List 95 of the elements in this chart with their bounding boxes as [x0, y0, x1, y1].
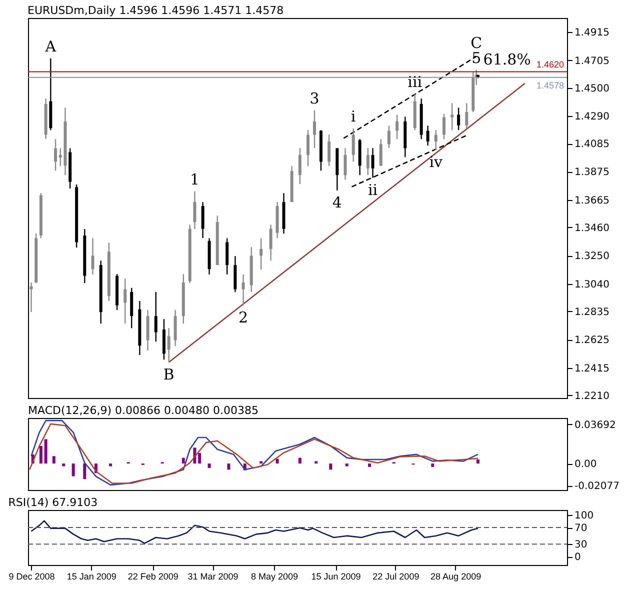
candlestick	[371, 148, 374, 178]
annotation: B	[163, 365, 174, 384]
bar	[182, 458, 185, 464]
candlestick	[54, 138, 58, 172]
y-tick-label: -0.02077	[574, 481, 620, 492]
candlestick	[465, 102, 468, 129]
bar	[345, 464, 348, 466]
bar	[52, 456, 56, 464]
ref-line-label: 1.4620	[536, 60, 564, 70]
bar	[260, 461, 263, 464]
y-tick-label: 1.4290	[574, 112, 610, 123]
bar	[44, 439, 48, 464]
candlestick	[193, 190, 196, 230]
candlestick	[124, 278, 127, 324]
bar	[431, 464, 434, 467]
annotation: iii	[408, 73, 422, 92]
bar	[476, 460, 480, 464]
y-tick-label: 30	[574, 540, 588, 551]
candlestick	[312, 110, 316, 149]
chart-title: MACD(12,26,9) 0.00866 0.00480 0.00385	[28, 404, 258, 417]
bar	[198, 452, 202, 464]
candlestick	[396, 114, 399, 140]
y-tick-label: 0.03692	[574, 420, 616, 431]
bar	[276, 458, 279, 464]
bar	[298, 458, 302, 464]
candlestick	[328, 134, 331, 167]
annotation: i	[350, 107, 356, 126]
y-tick-label: 0	[574, 552, 581, 564]
x-tick-label: 8 May 2009	[251, 572, 298, 582]
ref-line-label: 1.4578	[536, 80, 564, 90]
y-tick-label: 1.3250	[574, 251, 610, 262]
y-tick-label: 0.00	[574, 459, 597, 470]
x-tick-label: 15 Jan 2009	[66, 572, 116, 582]
x-tick-label: 22 Jul 2009	[372, 572, 420, 582]
y-tick-label: 1.2835	[574, 306, 610, 318]
candlestick	[269, 224, 272, 262]
annotation: iv	[429, 152, 444, 171]
x-tick-label: 22 Feb 2009	[128, 572, 178, 582]
candlestick	[306, 130, 310, 167]
annotation: 61.8%	[483, 50, 531, 69]
bar	[83, 464, 86, 480]
bar	[109, 464, 112, 466]
candlestick	[450, 102, 454, 131]
annotation: 3	[310, 89, 320, 108]
candlestick	[201, 201, 204, 239]
line-series	[30, 520, 479, 544]
y-tick-label: 1.2625	[574, 335, 610, 346]
candlestick	[344, 148, 347, 180]
bar	[368, 464, 372, 467]
candlestick	[387, 125, 390, 149]
candlestick	[379, 138, 382, 167]
y-tick-label: 1.2415	[574, 363, 610, 374]
candlestick	[434, 130, 438, 151]
annotation: ii	[368, 180, 378, 199]
candlestick	[242, 274, 245, 306]
y-tick-label: 1.4085	[574, 139, 610, 150]
bar	[208, 464, 211, 468]
y-tick-label: 70	[574, 523, 588, 534]
candlestick	[298, 148, 302, 185]
candlestick	[366, 148, 370, 176]
bar	[227, 464, 230, 470]
bar	[72, 464, 75, 476]
chart-title: EURUSDm,Daily 1.4596 1.4596 1.4571 1.4578	[28, 4, 284, 17]
candlestick	[260, 238, 263, 270]
x-tick-label: 9 Dec 2008	[8, 572, 55, 582]
x-tick-label: 28 Aug 2009	[430, 572, 482, 582]
chart-title: RSI(14) 67.9103	[8, 496, 98, 509]
y-tick-label: 1.4915	[574, 28, 610, 39]
bar	[39, 446, 42, 464]
candlestick	[426, 125, 430, 146]
candlestick	[167, 327, 170, 363]
x-tick-label: 15 Jun 2009	[311, 572, 361, 582]
candlestick	[457, 107, 460, 131]
candlestick	[30, 282, 33, 313]
candlestick	[154, 291, 158, 342]
y-tick-label: 1.4500	[574, 83, 610, 94]
y-tick-label: 100	[574, 510, 594, 522]
bar	[314, 461, 318, 464]
candlestick	[91, 238, 94, 276]
bar	[329, 464, 332, 470]
candlestick	[226, 238, 229, 276]
y-tick-label: 1.4705	[574, 56, 610, 67]
y-tick-label: 1.3875	[574, 167, 610, 178]
annotation: 1	[190, 170, 200, 188]
y-tick-label: 1.3460	[574, 222, 610, 234]
annotation: 2	[238, 308, 248, 327]
x-tick-label: 31 Mar 2009	[188, 572, 238, 582]
bar	[62, 464, 66, 466]
candlestick	[442, 113, 446, 140]
y-tick-label: 1.3040	[574, 279, 610, 290]
annotation: A	[44, 37, 56, 56]
y-tick-label: 1.3665	[574, 195, 610, 206]
annotation: 4	[332, 193, 342, 212]
candlestick	[352, 128, 355, 162]
y-tick-label: 1.2210	[574, 390, 610, 402]
